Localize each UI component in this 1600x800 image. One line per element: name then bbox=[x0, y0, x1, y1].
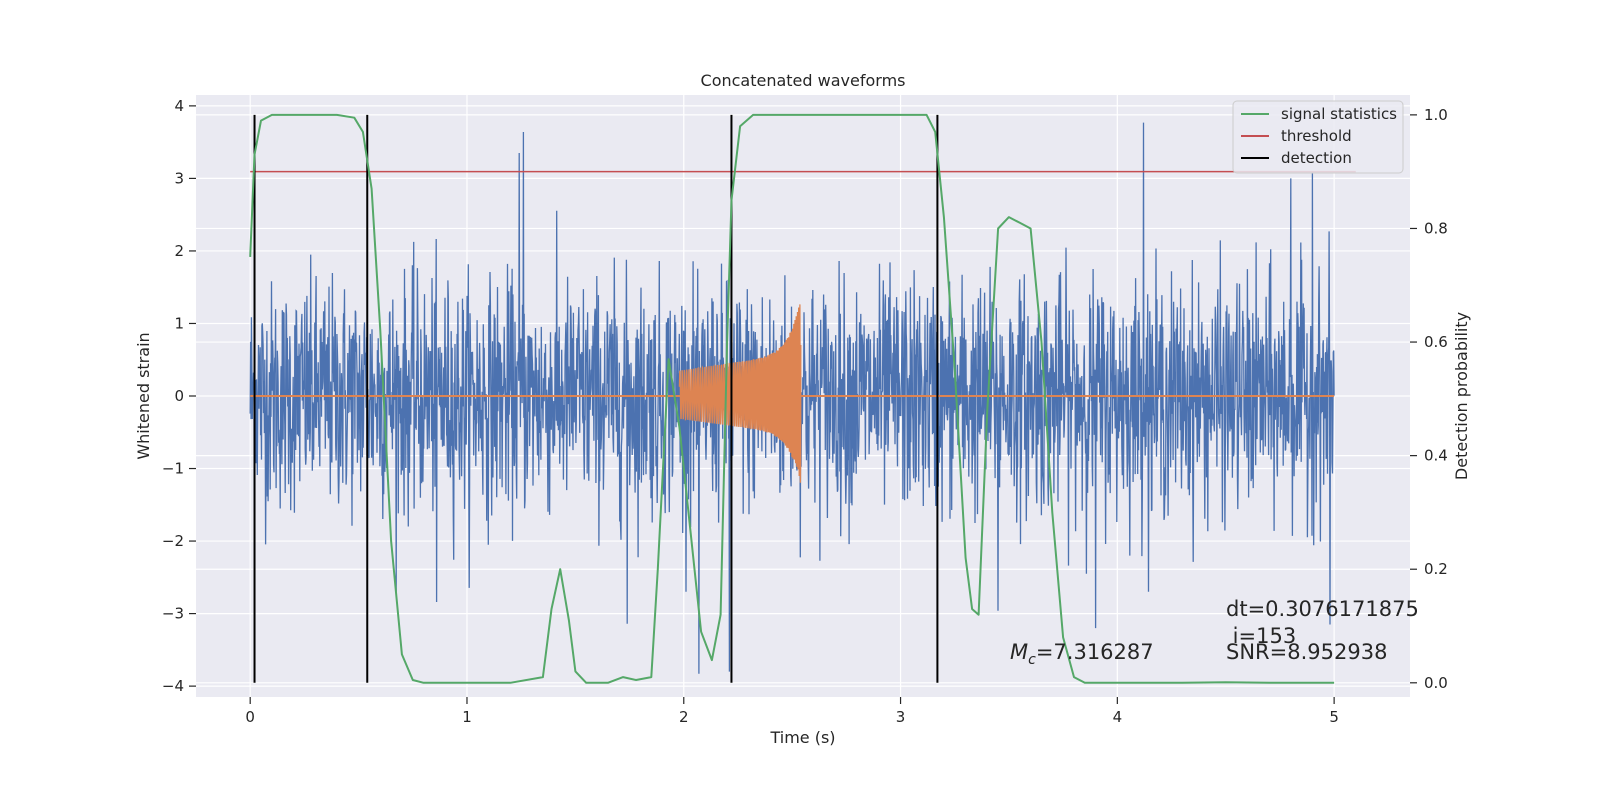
x-tick-label: 4 bbox=[1113, 708, 1123, 726]
annotations: Mc=7.316287 dt=0.3076171875 i=153 SNR=8.… bbox=[1010, 597, 1419, 668]
y2-tick-label: 0.6 bbox=[1424, 333, 1448, 351]
y-tick-label: 0 bbox=[174, 387, 184, 405]
y-tick-label: −1 bbox=[162, 460, 184, 478]
x-axis-title: Time (s) bbox=[769, 728, 835, 747]
chart-title: Concatenated waveforms bbox=[701, 71, 906, 90]
x-axis: 0 1 2 3 4 5 bbox=[245, 697, 1339, 726]
snr-annotation: SNR=8.952938 bbox=[1226, 640, 1387, 664]
x-tick-label: 2 bbox=[679, 708, 689, 726]
y-tick-label: 4 bbox=[174, 97, 184, 115]
x-tick-label: 0 bbox=[245, 708, 255, 726]
detection-layer bbox=[249, 113, 1356, 684]
y2-tick-label: 1.0 bbox=[1424, 106, 1448, 124]
left-axis: −4 −3 −2 −1 0 1 2 3 4 bbox=[162, 97, 196, 695]
legend-label: signal statistics bbox=[1281, 105, 1397, 123]
legend-label: detection bbox=[1281, 149, 1352, 167]
waveform-chirp bbox=[678, 304, 802, 483]
x-tick-label: 1 bbox=[462, 708, 472, 726]
y2-axis-title: Detection probability bbox=[1452, 312, 1471, 480]
legend-label: threshold bbox=[1281, 127, 1352, 145]
legend-box bbox=[1232, 100, 1404, 174]
legend: signal statistics threshold detection bbox=[1232, 100, 1404, 174]
mc-annotation: Mc=7.316287 bbox=[1010, 640, 1154, 668]
mc-symbol: M bbox=[1010, 640, 1028, 664]
y2-tick-label: 0.2 bbox=[1424, 560, 1448, 578]
y-tick-label: 3 bbox=[174, 169, 184, 187]
mc-subscript: c bbox=[1028, 652, 1036, 668]
y2-tick-label: 0.4 bbox=[1424, 447, 1448, 465]
i-annotation: i=153 bbox=[1226, 624, 1296, 648]
y2-tick-label: 0.8 bbox=[1424, 219, 1448, 237]
y-tick-label: 1 bbox=[174, 314, 184, 332]
y2-tick-label: 0.0 bbox=[1424, 674, 1448, 692]
waveform-series bbox=[250, 304, 1335, 483]
mc-value: =7.316287 bbox=[1036, 640, 1154, 664]
dt-annotation: dt=0.3076171875 bbox=[1226, 597, 1419, 621]
y-tick-label: −2 bbox=[162, 532, 184, 550]
y-tick-label: −3 bbox=[162, 605, 184, 623]
right-axis: 0.0 0.2 0.4 0.6 0.8 1.0 bbox=[1410, 106, 1448, 692]
x-tick-label: 5 bbox=[1329, 708, 1339, 726]
x-tick-label: 3 bbox=[896, 708, 906, 726]
y-tick-label: −4 bbox=[162, 677, 184, 695]
y-tick-label: 2 bbox=[174, 242, 184, 260]
signal-statistics-line bbox=[249, 113, 1335, 684]
y-axis-title: Whitened strain bbox=[134, 332, 153, 459]
